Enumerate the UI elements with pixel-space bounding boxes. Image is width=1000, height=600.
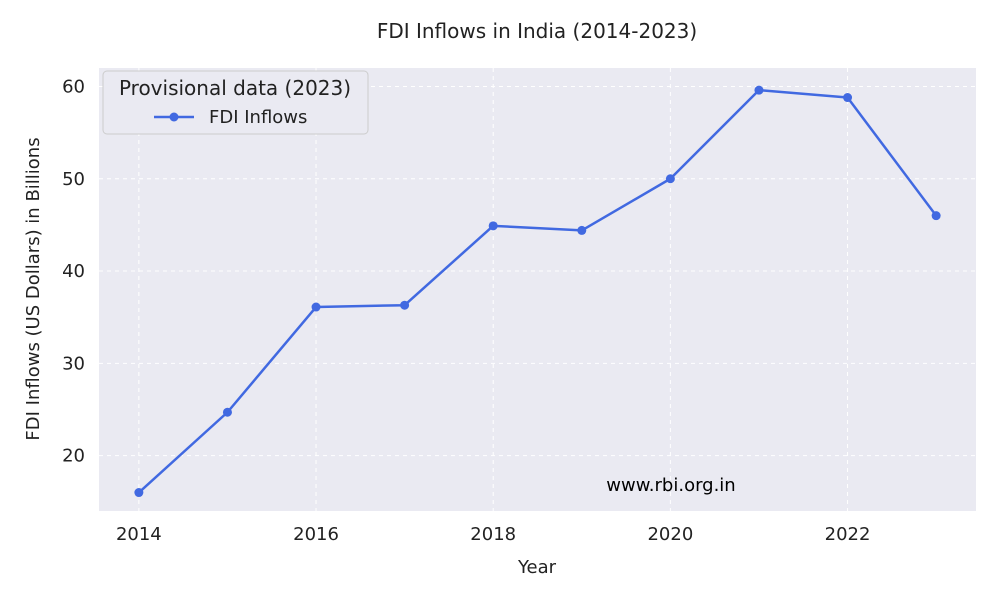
x-tick-label: 2016 (293, 524, 339, 545)
legend-entry-label: FDI Inflows (209, 107, 307, 128)
x-tick-label: 2020 (647, 524, 693, 545)
legend-swatch-marker (169, 112, 179, 122)
x-tick-label: 2022 (825, 524, 871, 545)
x-axis-label: Year (517, 557, 557, 578)
y-tick-label: 40 (62, 261, 85, 282)
data-point (134, 488, 144, 498)
plot-area (99, 68, 976, 511)
data-point (311, 302, 321, 312)
data-point (665, 174, 675, 184)
x-tick-labels: 2014 2016 2018 2020 2022 (116, 524, 870, 545)
y-axis-label: FDI Inflows (US Dollars) in Billions (23, 137, 44, 440)
data-point (754, 85, 764, 95)
data-point (931, 211, 941, 221)
y-tick-label: 20 (62, 446, 85, 467)
y-tick-label: 60 (62, 76, 85, 97)
data-point (843, 93, 853, 103)
legend: Provisional data (2023) FDI Inflows (102, 70, 369, 135)
legend-title: Provisional data (2023) (119, 76, 351, 100)
data-point (488, 221, 498, 231)
y-tick-label: 30 (62, 353, 85, 374)
x-tick-label: 2014 (116, 524, 162, 545)
series-layer (134, 85, 941, 498)
series-line (138, 88, 938, 494)
data-point (222, 407, 232, 417)
y-tick-label: 50 (62, 169, 85, 190)
y-tick-labels: 20 30 40 50 60 (62, 76, 85, 466)
source-annotation: www.rbi.org.in (606, 475, 735, 496)
data-point (400, 300, 410, 310)
chart-title: FDI Inflows in India (2014-2023) (377, 19, 697, 43)
data-point (577, 225, 587, 235)
x-tick-label: 2018 (470, 524, 516, 545)
